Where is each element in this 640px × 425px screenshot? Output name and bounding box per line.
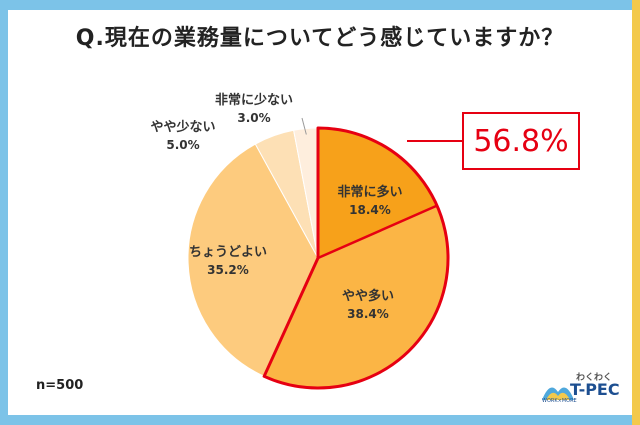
brand-logo: わくわく T-PEC WORK×MORE: [540, 370, 620, 406]
highlight-divider: [317, 204, 438, 260]
slice-value-label: 3.0%: [237, 111, 270, 125]
logo-main-text: T-PEC: [570, 380, 620, 399]
label-leader-line: [301, 117, 307, 135]
slice-label: やや少ない: [150, 119, 215, 135]
slice-value-label: 35.2%: [207, 263, 249, 277]
slice-label: やや多い: [342, 288, 394, 304]
logo-top-text: わくわく: [576, 373, 613, 383]
left-border-stripe: [0, 0, 8, 425]
slice-label: 非常に多い: [337, 184, 402, 200]
sample-size: n=500: [36, 378, 84, 393]
pie-slice: [187, 143, 319, 377]
right-border-stripe: [632, 0, 640, 425]
highlight-total-value: 56.8%: [473, 123, 569, 159]
slice-label: ちょうどよい: [189, 245, 267, 260]
top-border-stripe: [0, 0, 640, 10]
logo-mark-icon: [542, 387, 574, 400]
slice-value-label: 38.4%: [347, 307, 389, 321]
chart-title: Q.現在の業務量についてどう感じていますか？: [75, 26, 565, 51]
slice-value-label: 5.0%: [166, 138, 199, 152]
slice-label: 非常に少ない: [215, 92, 293, 108]
highlight-outline: [262, 126, 450, 390]
logo-sub-text: WORK×MORE: [542, 398, 577, 404]
bottom-border-stripe: [0, 415, 640, 425]
highlight-total-box: 56.8%: [462, 112, 580, 170]
slice-value-label: 18.4%: [349, 203, 391, 217]
